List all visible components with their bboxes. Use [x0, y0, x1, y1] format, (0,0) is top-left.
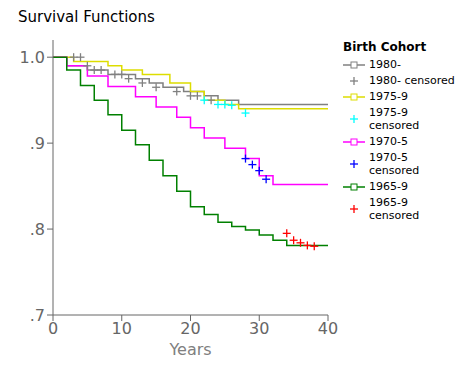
svg-text:20: 20	[180, 319, 200, 338]
html-text:1975-9: 1975-9	[369, 90, 408, 103]
svg-text:10: 10	[112, 319, 132, 338]
html-text:Survival Functions: Survival Functions	[18, 8, 155, 26]
html-text:1970-5: 1970-5	[369, 135, 408, 148]
svg-text:.8: .8	[30, 220, 45, 239]
html-text:1965-9 censored: 1965-9 censored	[369, 196, 420, 222]
html-text:1975-9 censored: 1975-9 censored	[369, 106, 420, 132]
svg-text:Years: Years	[168, 340, 211, 359]
svg-text:1.0: 1.0	[20, 48, 45, 67]
svg-text:.7: .7	[30, 306, 45, 325]
svg-text:.9: .9	[30, 134, 45, 153]
svg-text:30: 30	[249, 319, 269, 338]
html-text:1970-5 censored: 1970-5 censored	[369, 151, 420, 177]
html-text:1980-: 1980-	[369, 58, 401, 71]
svg-text:0: 0	[48, 319, 58, 338]
svg-text:40: 40	[318, 319, 338, 338]
html-text:1980- censored: 1980- censored	[369, 74, 455, 87]
html-text:Birth Cohort: Birth Cohort	[343, 40, 427, 54]
html-text:1965-9: 1965-9	[369, 180, 408, 193]
